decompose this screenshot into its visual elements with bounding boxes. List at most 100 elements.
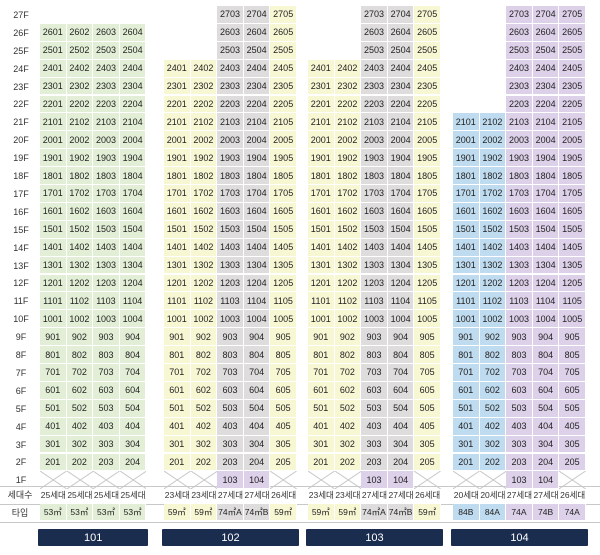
unit-cell[interactable]: 1804 [243, 167, 271, 185]
unit-cell[interactable]: 303 [361, 435, 388, 454]
ground-unit-cell[interactable]: 104 [387, 471, 415, 490]
unit-cell[interactable]: 1202 [190, 274, 218, 293]
unit-cell[interactable]: 605 [270, 381, 297, 400]
unit-cell[interactable]: 2504 [119, 41, 147, 60]
unit-cell[interactable]: 2003 [506, 131, 533, 150]
unit-cell[interactable]: 2001 [453, 131, 480, 150]
unit-cell[interactable]: 604 [387, 381, 415, 400]
building-label-103[interactable]: 103 [306, 529, 443, 546]
unit-cell[interactable]: 1401 [453, 238, 480, 257]
unit-cell[interactable]: 1205 [414, 274, 441, 293]
unit-cell[interactable]: 602 [66, 381, 94, 400]
unit-cell[interactable]: 405 [559, 417, 586, 436]
unit-cell[interactable]: 1505 [559, 220, 586, 239]
unit-cell[interactable]: 501 [164, 399, 191, 418]
unit-cell[interactable]: 2304 [387, 77, 415, 96]
unit-cell[interactable]: 1505 [414, 220, 441, 239]
unit-cell[interactable]: 1602 [334, 202, 362, 221]
unit-cell[interactable]: 1801 [40, 167, 67, 185]
unit-cell[interactable]: 804 [532, 346, 560, 364]
unit-cell[interactable]: 1603 [217, 202, 244, 221]
unit-cell[interactable]: 1804 [387, 167, 415, 185]
unit-cell[interactable]: 2102 [66, 113, 94, 132]
unit-cell[interactable]: 1704 [243, 185, 271, 203]
unit-cell[interactable]: 501 [40, 399, 67, 418]
unit-cell[interactable]: 2405 [414, 59, 441, 78]
unit-cell[interactable]: 2201 [308, 95, 335, 114]
unit-cell[interactable]: 1404 [532, 238, 560, 257]
unit-cell[interactable]: 1003 [506, 310, 533, 329]
unit-cell[interactable]: 401 [453, 417, 480, 436]
unit-cell[interactable]: 2105 [270, 113, 297, 132]
unit-cell[interactable]: 1805 [414, 167, 441, 185]
unit-cell[interactable]: 2103 [506, 113, 533, 132]
unit-cell[interactable]: 804 [387, 346, 415, 364]
unit-cell[interactable]: 2303 [506, 77, 533, 96]
unit-cell[interactable]: 204 [243, 453, 271, 472]
unit-cell[interactable]: 2605 [559, 23, 586, 42]
unit-cell[interactable]: 1701 [40, 185, 67, 203]
unit-cell[interactable]: 2605 [414, 23, 441, 42]
unit-cell[interactable]: 2504 [532, 41, 560, 60]
unit-cell[interactable]: 1204 [387, 274, 415, 293]
unit-cell[interactable]: 1004 [243, 310, 271, 329]
unit-cell[interactable]: 2004 [387, 131, 415, 150]
unit-cell[interactable]: 1005 [414, 310, 441, 329]
unit-cell[interactable]: 1802 [334, 167, 362, 185]
unit-cell[interactable]: 1802 [190, 167, 218, 185]
unit-cell[interactable]: 304 [532, 435, 560, 454]
unit-cell[interactable]: 1802 [479, 167, 507, 185]
unit-cell[interactable]: 305 [559, 435, 586, 454]
unit-cell[interactable]: 1703 [217, 185, 244, 203]
unit-cell[interactable]: 203 [361, 453, 388, 472]
unit-cell[interactable]: 901 [453, 328, 480, 347]
unit-cell[interactable]: 302 [334, 435, 362, 454]
unit-cell[interactable]: 1302 [334, 256, 362, 275]
unit-cell[interactable]: 301 [308, 435, 335, 454]
unit-cell[interactable]: 1102 [66, 292, 94, 311]
unit-cell[interactable]: 404 [243, 417, 271, 436]
unit-cell[interactable]: 1601 [164, 202, 191, 221]
unit-cell[interactable]: 2303 [217, 77, 244, 96]
unit-cell[interactable]: 2405 [270, 59, 297, 78]
unit-cell[interactable]: 1904 [532, 149, 560, 168]
unit-cell[interactable]: 2202 [190, 95, 218, 114]
unit-cell[interactable]: 1703 [93, 185, 120, 203]
unit-cell[interactable]: 2503 [361, 41, 388, 60]
ground-unit-cell[interactable]: 103 [217, 471, 244, 490]
unit-cell[interactable]: 204 [119, 453, 147, 472]
unit-cell[interactable]: 1901 [40, 149, 67, 168]
unit-cell[interactable]: 2105 [414, 113, 441, 132]
unit-cell[interactable]: 1805 [270, 167, 297, 185]
unit-cell[interactable]: 2205 [270, 95, 297, 114]
unit-cell[interactable]: 803 [217, 346, 244, 364]
unit-cell[interactable]: 1601 [308, 202, 335, 221]
unit-cell[interactable]: 2004 [119, 131, 147, 150]
unit-cell[interactable]: 1603 [361, 202, 388, 221]
unit-cell[interactable]: 2303 [361, 77, 388, 96]
unit-cell[interactable]: 1105 [270, 292, 297, 311]
unit-cell[interactable]: 1105 [414, 292, 441, 311]
unit-cell[interactable]: 2103 [361, 113, 388, 132]
unit-cell[interactable]: 905 [559, 328, 586, 347]
unit-cell[interactable]: 2003 [93, 131, 120, 150]
unit-cell[interactable]: 1901 [308, 149, 335, 168]
unit-cell[interactable]: 703 [217, 364, 244, 382]
unit-cell[interactable]: 603 [361, 381, 388, 400]
unit-cell[interactable]: 702 [190, 364, 218, 382]
unit-cell[interactable]: 2302 [334, 77, 362, 96]
unit-cell[interactable]: 901 [308, 328, 335, 347]
unit-cell[interactable]: 2402 [66, 59, 94, 78]
unit-cell[interactable]: 2301 [164, 77, 191, 96]
unit-cell[interactable]: 704 [387, 364, 415, 382]
unit-cell[interactable]: 901 [40, 328, 67, 347]
unit-cell[interactable]: 802 [334, 346, 362, 364]
unit-cell[interactable]: 301 [40, 435, 67, 454]
unit-cell[interactable]: 503 [506, 399, 533, 418]
unit-cell[interactable]: 1604 [119, 202, 147, 221]
unit-cell[interactable]: 403 [217, 417, 244, 436]
unit-cell[interactable]: 2305 [270, 77, 297, 96]
unit-cell[interactable]: 803 [506, 346, 533, 364]
unit-cell[interactable]: 1702 [66, 185, 94, 203]
building-label-102[interactable]: 102 [162, 529, 299, 546]
